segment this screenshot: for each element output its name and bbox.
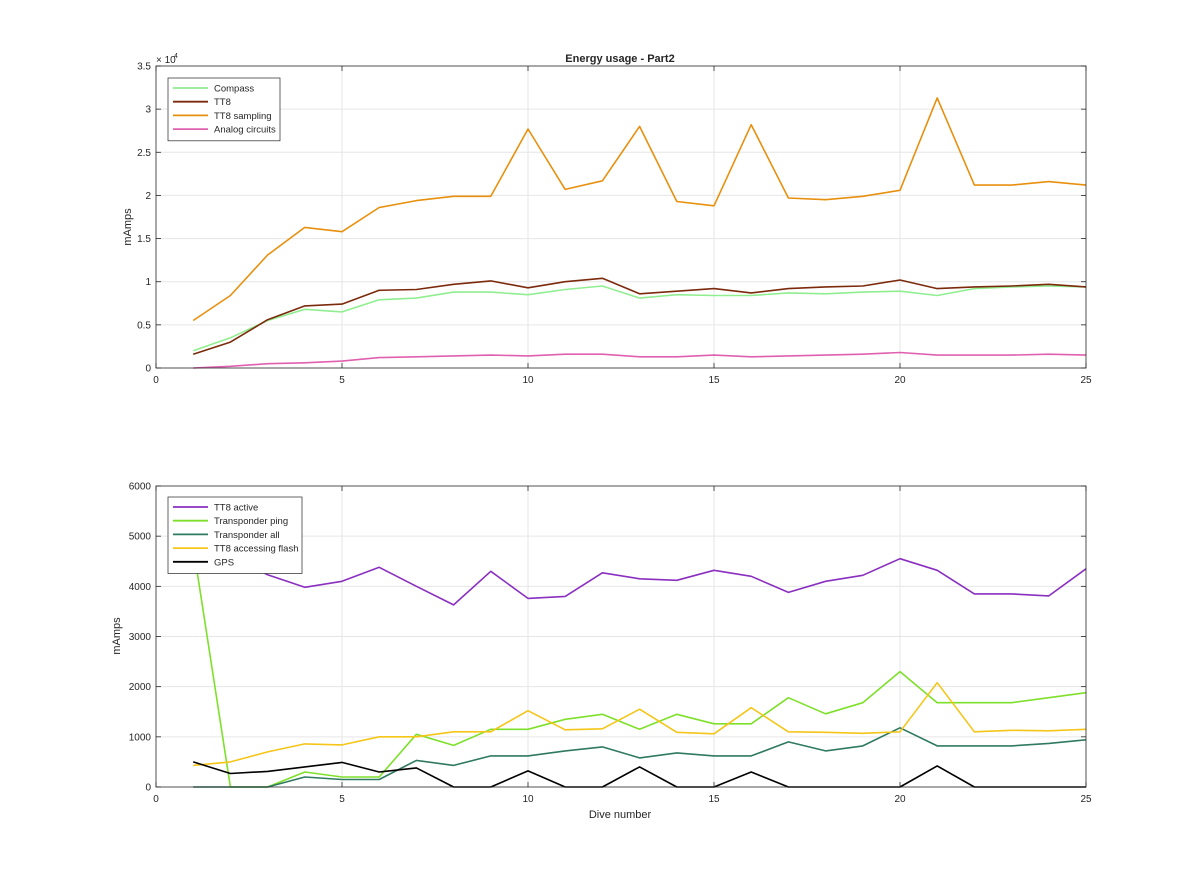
exponent-base: × 10	[156, 55, 176, 66]
x-axis-label: Dive number	[589, 809, 652, 821]
x-tick-label: 15	[708, 375, 720, 386]
series-line-analog-circuits	[193, 351, 1087, 369]
x-tick-label: 25	[1080, 375, 1092, 386]
y-tick-label: 4000	[129, 582, 152, 593]
x-tick-label: 5	[339, 375, 345, 386]
y-tick-label: 5000	[129, 532, 152, 543]
y-tick-label: 1.5	[137, 234, 151, 245]
legend-entry-label: Transponder ping	[214, 516, 288, 527]
y-tick-label: 1	[145, 277, 151, 288]
legend-entry-label: TT8 accessing flash	[214, 544, 298, 555]
y-tick-label: 0	[145, 364, 151, 375]
exponent-power: 4	[174, 53, 178, 60]
series-line-tt8-sampling	[192, 97, 1087, 322]
series-line-tt8-active	[193, 550, 1087, 606]
x-tick-label: 10	[522, 794, 534, 805]
x-tick-label: 20	[894, 794, 906, 805]
series-line-compass	[192, 285, 1087, 352]
x-tick-label: 20	[894, 375, 906, 386]
series-line-transponder-ping	[192, 546, 1087, 788]
y-tick-label: 3	[145, 105, 151, 116]
legend-entry-label: Transponder all	[214, 530, 280, 541]
y-tick-label: 2.5	[137, 148, 151, 159]
plot-area	[156, 66, 1086, 368]
x-tick-label: 10	[522, 375, 534, 386]
y-tick-label: 3000	[129, 632, 152, 643]
x-tick-label: 0	[153, 375, 159, 386]
legend-entry-label: Analog circuits	[214, 125, 276, 136]
y-tick-label: 1000	[129, 732, 152, 743]
y-tick-label: 0.5	[137, 320, 151, 331]
axes-box	[155, 65, 1087, 369]
x-tick-label: 15	[708, 794, 720, 805]
y-tick-label: 6000	[129, 482, 152, 493]
x-tick-label: 0	[153, 794, 159, 805]
legend: Compass TT8 TT8 sampling Analog circuits	[167, 77, 281, 142]
series-line-gps	[192, 761, 1086, 788]
x-tick-label: 25	[1080, 794, 1092, 805]
chart-title: Energy usage - Part2	[565, 53, 674, 65]
legend-box	[167, 496, 303, 574]
chart-bottom-energy-usage: mAmps Dive number 0 5 10 15 20 25 0 1000 2000 300…	[111, 482, 1092, 822]
series-line-transponder-all	[193, 726, 1087, 788]
y-tick-label: 0	[145, 783, 151, 794]
legend-entry-label: TT8 active	[214, 503, 258, 514]
series-line-tt8-accessing-flash	[193, 681, 1087, 767]
x-tick-label: 5	[339, 794, 345, 805]
legend: TT8 active Transponder ping Transponder al…	[167, 496, 303, 574]
y-axis-label: mAmps	[111, 617, 123, 655]
chart-top-energy-usage: Energy usage - Part2 mAmps × 10 4 0 5 10 15…	[122, 53, 1092, 386]
legend-entry-label: TT8 sampling	[214, 111, 272, 122]
y-tick-label: 2	[145, 191, 151, 202]
y-tick-label: 3.5	[137, 62, 151, 73]
legend-entry-label: Compass	[214, 84, 254, 95]
series-line-tt8	[192, 277, 1087, 355]
legend-entry-label: TT8	[214, 97, 231, 108]
y-exponent-label: × 10 4	[156, 53, 178, 66]
legend-entry-label: GPS	[214, 557, 234, 568]
y-tick-label: 2000	[129, 682, 152, 693]
y-axis-label: mAmps	[122, 208, 134, 246]
